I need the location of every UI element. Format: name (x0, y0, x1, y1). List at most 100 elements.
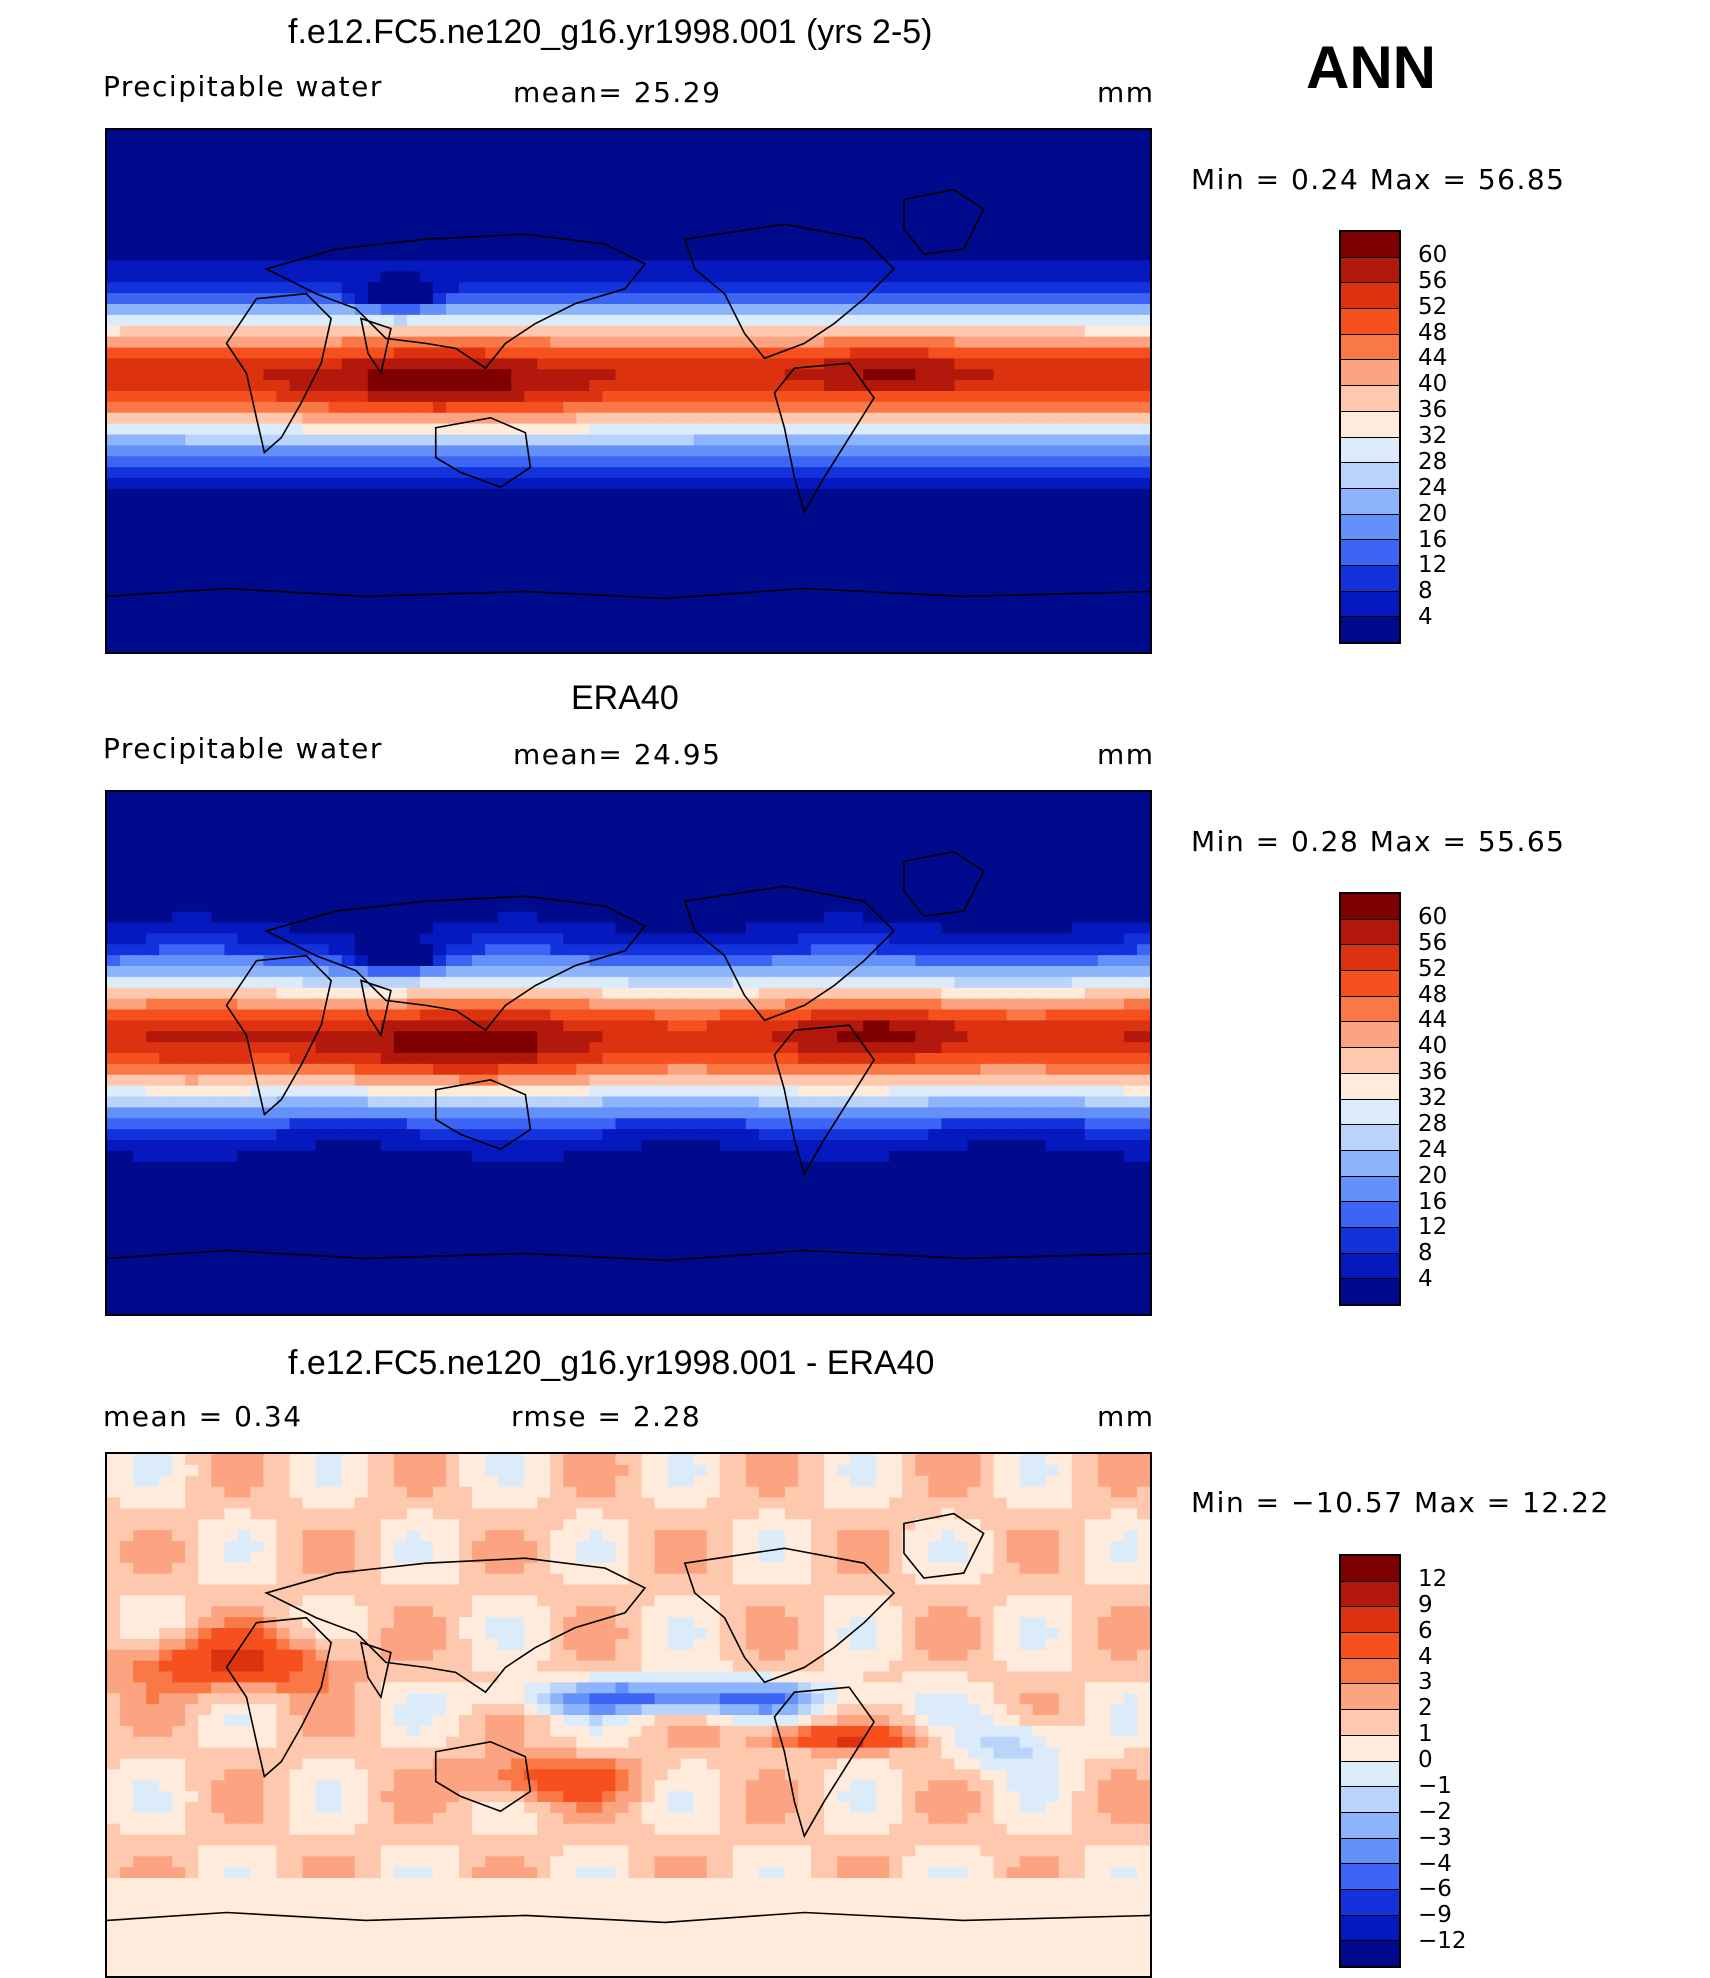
map-panel-model (105, 128, 1152, 654)
colorbar-swatch (1341, 1941, 1399, 1966)
colorbar-swatch (1341, 1099, 1399, 1126)
panel-1-minmax: Min = 0.24 Max = 56.85 (1191, 163, 1566, 196)
colorbar-tick-label: 28 (1418, 1110, 1448, 1137)
colorbar-tick-label: 8 (1418, 578, 1433, 605)
colorbar-tick-label: 24 (1418, 474, 1448, 501)
colorbar-swatch (1341, 565, 1399, 592)
colorbar-swatch (1341, 283, 1399, 310)
colorbar-tick-label: 56 (1418, 929, 1448, 956)
colorbar-swatch (1341, 437, 1399, 464)
colorbar-tick-label: 48 (1418, 981, 1448, 1008)
colorbar-tick-label: 3 (1418, 1669, 1433, 1696)
colorbar-tick-label: 12 (1418, 552, 1448, 579)
colorbar-tick-label: 4 (1418, 1643, 1433, 1670)
colorbar-swatch (1341, 591, 1399, 618)
colorbar-swatch (1341, 1253, 1399, 1280)
colorbar-swatch (1341, 1150, 1399, 1177)
map-panel-era40 (105, 790, 1152, 1316)
colorbar-swatch (1341, 1073, 1399, 1100)
panel-1-title: f.e12.FC5.ne120_g16.yr1998.001 (yrs 2-5) (288, 13, 933, 51)
colorbar-tick-label: 60 (1418, 903, 1448, 930)
colorbar-tick-label: 36 (1418, 1059, 1448, 1086)
colorbar-tick-label: 12 (1418, 1214, 1448, 1241)
precipitable-water-difference-map (107, 1454, 1150, 1976)
panel-1-mean-label: mean= 25.29 (513, 76, 722, 109)
colorbar-swatch (1341, 1633, 1399, 1659)
colorbar-swatch (1341, 1125, 1399, 1151)
colorbar-tick-label: −2 (1418, 1798, 1452, 1825)
colorbar-tick-label: 4 (1418, 604, 1433, 631)
colorbar-swatch (1341, 1022, 1399, 1049)
colorbar-swatch (1341, 1607, 1399, 1634)
colorbar-tick-label: 12 (1418, 1565, 1448, 1592)
colorbar-swatch (1341, 894, 1399, 920)
colorbar-tick-label: 32 (1418, 423, 1448, 449)
colorbar-swatch (1341, 617, 1399, 642)
panel-2-units: mm (1097, 738, 1155, 771)
precipitable-water-era40-map (107, 792, 1150, 1314)
colorbar-tick-label: 4 (1418, 1266, 1433, 1293)
colorbar-difference-labels: 12 9 6 4 3 2 1 0 −1 −2 −3 −4 −6 −9 −12 (1418, 1554, 1498, 1968)
colorbar-swatch (1341, 334, 1399, 361)
colorbar-tick-label: 44 (1418, 1007, 1448, 1034)
colorbar-tick-label: 52 (1418, 293, 1448, 320)
colorbar-swatch (1341, 1710, 1399, 1736)
colorbar-swatch (1341, 411, 1399, 438)
colorbar-swatch (1341, 1915, 1399, 1942)
colorbar-tick-label: 40 (1418, 371, 1448, 398)
panel-3-mean-label: mean = 0.34 (103, 1400, 303, 1433)
colorbar-swatch (1341, 1556, 1399, 1582)
colorbar-swatch (1341, 463, 1399, 489)
colorbar-tick-label: 20 (1418, 500, 1448, 527)
colorbar-tick-label: 16 (1418, 1188, 1448, 1215)
colorbar-model (1339, 230, 1401, 644)
colorbar-swatch (1341, 1202, 1399, 1228)
colorbar-swatch (1341, 1227, 1399, 1254)
colorbar-swatch (1341, 919, 1399, 946)
colorbar-tick-label: −9 (1418, 1902, 1452, 1929)
colorbar-swatch (1341, 1838, 1399, 1865)
panel-3-units: mm (1097, 1400, 1155, 1433)
colorbar-swatch (1341, 360, 1399, 387)
colorbar-tick-label: −1 (1418, 1772, 1452, 1799)
colorbar-tick-label: 40 (1418, 1033, 1448, 1060)
colorbar-swatch (1341, 1581, 1399, 1608)
colorbar-swatch (1341, 996, 1399, 1023)
colorbar-swatch (1341, 514, 1399, 541)
colorbar-tick-label: −6 (1418, 1876, 1452, 1903)
colorbar-era40 (1339, 892, 1401, 1306)
panel-3-rmse-label: rmse = 2.28 (511, 1400, 702, 1433)
colorbar-tick-label: 9 (1418, 1591, 1433, 1618)
colorbar-tick-label: 8 (1418, 1240, 1433, 1267)
colorbar-swatch (1341, 540, 1399, 566)
panel-2-variable-label: Precipitable water (103, 732, 383, 765)
panel-1-units: mm (1097, 76, 1155, 109)
colorbar-tick-label: 36 (1418, 397, 1448, 424)
season-label: ANN (1306, 34, 1436, 101)
colorbar-swatch (1341, 1048, 1399, 1074)
colorbar-tick-label: −12 (1418, 1928, 1467, 1955)
colorbar-tick-label: 48 (1418, 319, 1448, 346)
colorbar-swatch (1341, 1684, 1399, 1711)
colorbar-tick-label: 24 (1418, 1136, 1448, 1163)
colorbar-swatch (1341, 1761, 1399, 1788)
colorbar-tick-label: 32 (1418, 1085, 1448, 1111)
panel-3-title: f.e12.FC5.ne120_g16.yr1998.001 - ERA40 (288, 1344, 935, 1382)
colorbar-tick-label: 16 (1418, 526, 1448, 553)
colorbar-swatch (1341, 257, 1399, 284)
panel-2-minmax: Min = 0.28 Max = 55.65 (1191, 825, 1566, 858)
colorbar-tick-label: 60 (1418, 241, 1448, 268)
panel-2-mean-label: mean= 24.95 (513, 738, 722, 771)
colorbar-tick-label: 56 (1418, 267, 1448, 294)
colorbar-tick-label: 1 (1418, 1721, 1433, 1748)
precipitable-water-model-map (107, 130, 1150, 652)
panel-2-title: ERA40 (571, 679, 679, 717)
colorbar-tick-label: 52 (1418, 955, 1448, 982)
colorbar-swatch (1341, 488, 1399, 515)
colorbar-tick-label: 44 (1418, 345, 1448, 372)
colorbar-swatch (1341, 971, 1399, 997)
colorbar-swatch (1341, 1787, 1399, 1813)
colorbar-tick-label: −3 (1418, 1824, 1452, 1851)
colorbar-swatch (1341, 1279, 1399, 1304)
panel-1-variable-label: Precipitable water (103, 70, 383, 103)
